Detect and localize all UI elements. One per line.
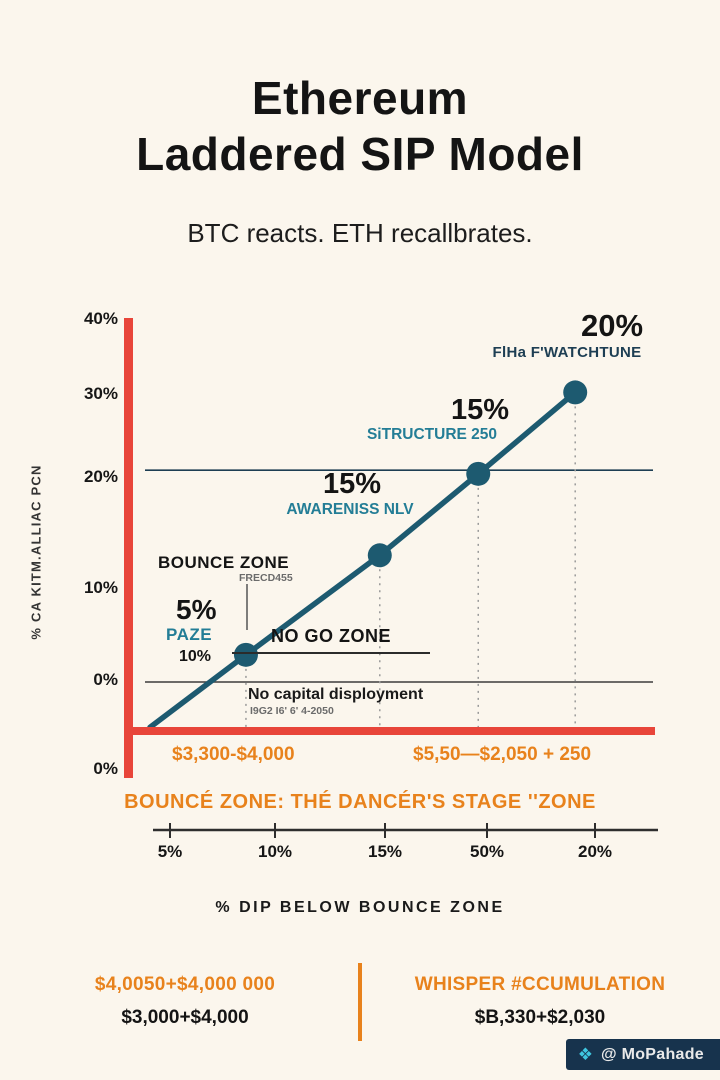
bounce-zone-sublabel: FRECD455 — [239, 572, 293, 584]
footer-right-secondary: $B,330+$2,030 — [474, 1007, 606, 1028]
y-tick-40: 40% — [83, 309, 118, 328]
footer-divider — [358, 963, 362, 1041]
x-tick-5: 5% — [157, 842, 183, 861]
title-line-1: Ethereum — [251, 72, 469, 124]
y-axis-label: % CA KITM.ALLIAC PCN — [28, 464, 44, 640]
point1-sublabel: 10% — [179, 648, 212, 665]
y-tick-0b: 0% — [93, 759, 118, 778]
subtitle: BTC reacts. ETH recallbrates. — [187, 218, 533, 248]
watermark-strip: ❖ @ MoPahade — [565, 1039, 720, 1070]
gem-icon: ❖ — [577, 1045, 593, 1064]
y-tick-20: 20% — [83, 467, 118, 486]
no-capital-label: No capital disployment — [248, 686, 424, 703]
x-tick-20: 20% — [577, 842, 613, 861]
point3-percent: 15% — [450, 394, 510, 426]
y-tick-10: 10% — [83, 578, 118, 597]
data-point — [233, 642, 258, 667]
y-axis-bar — [124, 318, 133, 778]
bounce-zone-caption: BOUNCÉ ZONE: THÉ DANCÉR'S STAGE ''ZONE — [124, 791, 596, 813]
no-go-zone-label: NO GO ZONE — [232, 626, 430, 654]
x-axis-label: % DIP BELOW BOUNCE ZONE — [215, 899, 505, 916]
price-band-left: $3,300-$4,000 — [172, 744, 295, 765]
point2-label: AWARENISS NLV — [286, 501, 414, 518]
bounce-zone-label: BOUNCE ZONE — [158, 553, 290, 572]
point1-percent: 5% — [176, 594, 217, 625]
data-point — [466, 461, 491, 486]
point4-label: FlHa F'WATCHTUNE — [492, 344, 642, 361]
page-title: Ethereum Laddered SIP Model — [0, 70, 720, 182]
data-point — [367, 543, 392, 568]
footer-left-secondary: $3,000+$4,000 — [121, 1007, 249, 1028]
point1-label: PAZE — [166, 625, 213, 644]
x-tick-15: 15% — [367, 842, 403, 861]
point3-label: SiTRUCTURE 250 — [366, 426, 498, 443]
x-tick-10: 10% — [257, 842, 293, 861]
footer-right-primary: WHISPER #CCUMULATION — [414, 974, 666, 995]
watermark-text: @ MoPahade — [600, 1045, 704, 1063]
title-line-2: Laddered SIP Model — [136, 128, 584, 181]
footer-left-primary: $4,0050+$4,000 000 — [94, 974, 276, 995]
bounce-band-bar — [133, 727, 655, 735]
point4-percent: 20% — [580, 308, 644, 343]
y-tick-30: 30% — [83, 384, 118, 403]
y-tick-0a: 0% — [93, 670, 118, 689]
price-band-right: $5,50—$2,050 + 250 — [413, 744, 592, 765]
x-tick-50: 50% — [469, 842, 505, 861]
no-capital-sublabel: I9G2 I6' 6' 4-2050 — [250, 705, 334, 717]
data-point — [563, 380, 588, 405]
point2-percent: 15% — [322, 468, 382, 500]
